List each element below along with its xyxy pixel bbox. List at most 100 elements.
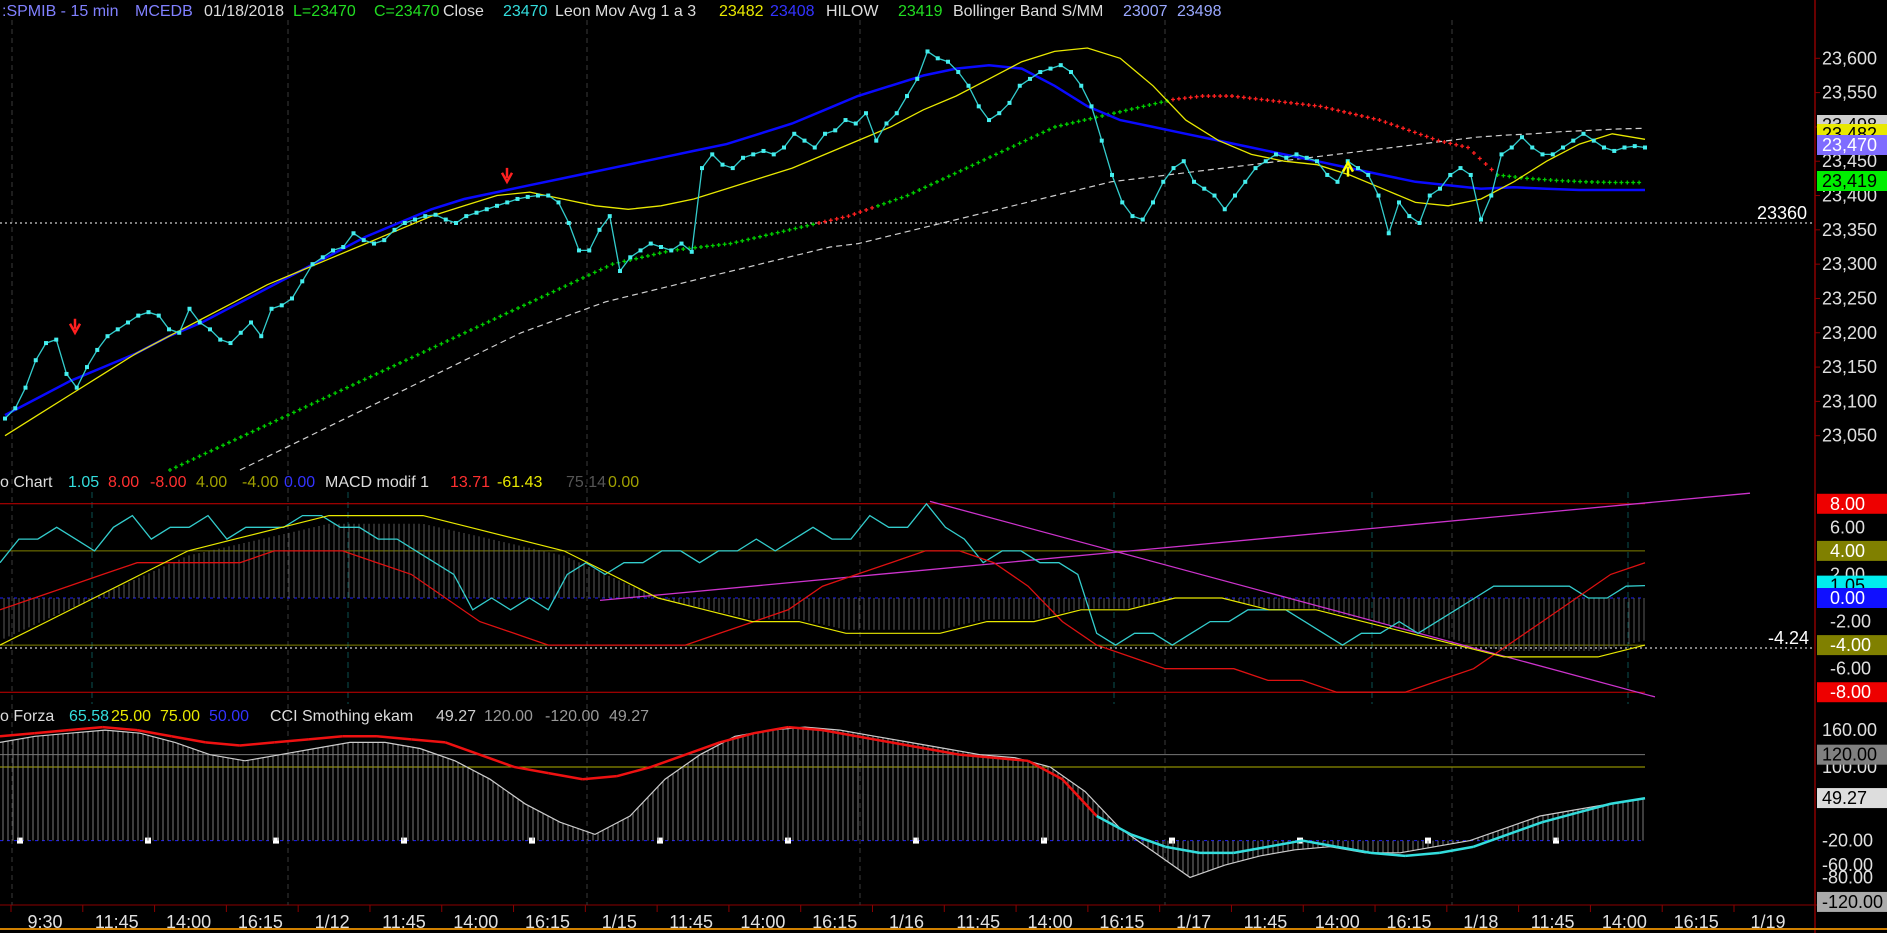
cci-header-name: o Forza: [0, 708, 54, 725]
close-price-point: [505, 200, 510, 205]
forza-segment: [445, 741, 481, 756]
close-price-point: [1550, 152, 1555, 157]
close-price-point: [577, 248, 581, 253]
forza-segment: [822, 728, 857, 738]
x-tick-label: 1/18: [1463, 912, 1498, 932]
hilow-cross: [728, 241, 733, 246]
hilow-cross: [256, 426, 261, 431]
hilow-cross: [409, 355, 414, 360]
hilow-cross: [958, 168, 963, 173]
close-price-point: [730, 166, 735, 171]
close-price-point: [454, 220, 458, 225]
hilow-cross: [769, 231, 774, 236]
close-price-point: [669, 248, 674, 253]
close-price-point: [1130, 214, 1135, 219]
forza-segment: [1541, 811, 1577, 824]
close-price-point: [628, 255, 633, 260]
close-price-point: [1048, 66, 1053, 71]
hilow-cross: [280, 415, 285, 420]
close-price-point: [1325, 172, 1330, 177]
hilow-cross: [362, 377, 367, 382]
hilow-cross: [244, 432, 249, 437]
hilow-cross: [504, 311, 509, 316]
hilow-cross: [1348, 111, 1352, 116]
sell-arrow-icon: [68, 318, 82, 336]
hilow-cross: [1230, 94, 1234, 99]
header-close-value: 23470: [503, 3, 548, 20]
x-tick-label: 11:45: [1244, 912, 1288, 932]
close-price-point: [710, 152, 715, 157]
hilow-cross: [486, 319, 491, 324]
hilow-cross: [1424, 134, 1429, 139]
forza-segment: [650, 753, 686, 769]
price-tick-label: 23,150: [1822, 357, 1877, 377]
close-price-point: [249, 320, 253, 325]
forza-segment: [205, 741, 241, 747]
x-tick-label: 14:00: [1602, 912, 1647, 932]
hilow-cross: [539, 295, 544, 300]
header-bb-value1: 23007: [1123, 3, 1168, 20]
hilow-cross: [1507, 174, 1512, 179]
close-price-point: [1202, 186, 1207, 191]
close-price-point: [525, 194, 530, 199]
hilow-cross: [1064, 122, 1069, 127]
hilow-cross: [935, 179, 939, 184]
close-price-point: [1479, 217, 1483, 222]
hilow-cross: [1289, 100, 1293, 105]
hilow-cross: [1247, 96, 1252, 101]
x-tick-label: 14:00: [740, 912, 785, 932]
close-price-point: [23, 385, 28, 390]
x-tick-label: 16:15: [1674, 912, 1719, 932]
hilow-cross: [876, 203, 880, 208]
hilow-cross: [463, 330, 467, 335]
close-price-point: [1540, 152, 1545, 157]
cci-badge-label: 49.27: [1822, 788, 1867, 808]
close-price-point: [556, 200, 561, 205]
close-price-point: [853, 121, 858, 126]
hilow-cross: [1306, 102, 1311, 107]
hilow-cross: [952, 171, 957, 176]
hilow-cross: [415, 352, 420, 357]
close-price-point: [1243, 179, 1248, 184]
hilow-cross: [1035, 133, 1040, 138]
close-price-point: [1069, 70, 1073, 75]
cci-header-v5: 49.27: [436, 708, 476, 725]
close-price-point: [587, 248, 592, 253]
x-tick-label: 9:30: [27, 912, 62, 932]
hilow-cross: [946, 174, 951, 179]
hilow-cross: [752, 236, 757, 241]
close-price-point: [208, 327, 212, 332]
close-price-point: [1438, 186, 1442, 191]
cci-marker: [1553, 837, 1559, 844]
close-price-point: [13, 406, 18, 411]
hilow-cross: [1235, 94, 1240, 99]
forza-segment: [68, 725, 103, 732]
x-tick-label: 1/12: [315, 912, 350, 932]
hilow-cross: [740, 238, 745, 243]
macd-badge-label: -4.00: [1830, 635, 1871, 655]
close-price-point: [218, 337, 223, 342]
hilow-cross: [763, 233, 768, 238]
hilow-cross: [356, 380, 361, 385]
hilow-cross: [1135, 105, 1140, 110]
close-price-point: [392, 227, 397, 232]
sell-arrow-icon: [500, 167, 514, 185]
close-price-point: [1253, 166, 1258, 171]
hilow-cross: [569, 281, 574, 286]
hilow-cross: [1342, 109, 1347, 114]
close-price-point: [782, 145, 786, 150]
close-price-point: [115, 327, 120, 332]
cci-header-v6: 120.00: [484, 708, 533, 725]
cci-badge: [1817, 891, 1887, 912]
hilow-cross: [1436, 138, 1441, 143]
header-hilow-value: 23419: [898, 3, 943, 20]
close-price-point: [1038, 70, 1043, 75]
hilow-cross: [1265, 98, 1270, 103]
close-price-point: [1007, 100, 1012, 105]
close-price-point: [1058, 63, 1063, 68]
price-tick-label: 23,450: [1822, 151, 1877, 171]
close-price-point: [1028, 76, 1032, 81]
hilow-cross: [350, 382, 355, 387]
hilow-cross: [781, 229, 786, 234]
